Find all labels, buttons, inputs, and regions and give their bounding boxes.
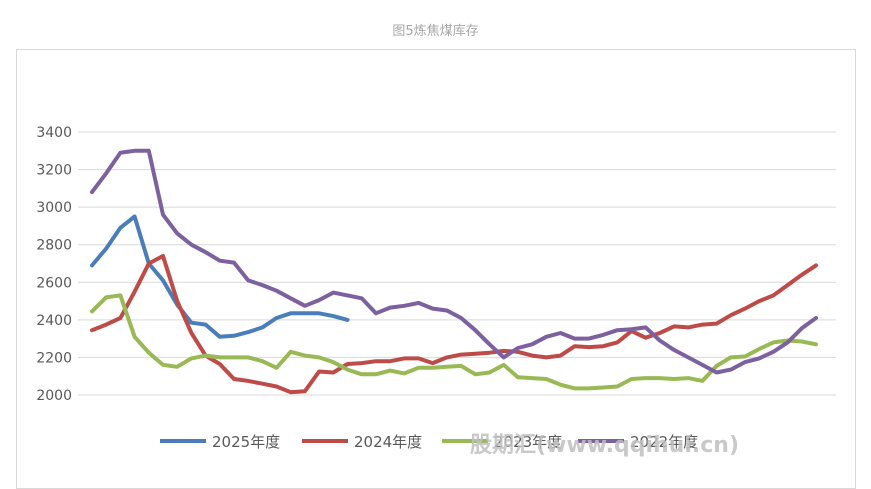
y-tick-label: 3400	[36, 125, 72, 141]
y-tick-label: 2200	[36, 350, 72, 366]
y-tick-label: 3200	[36, 163, 72, 179]
legend-label-1: 2024年度	[354, 433, 422, 451]
series-lines	[90, 148, 818, 395]
y-tick-label: 2400	[36, 313, 72, 329]
series-line-2	[90, 293, 818, 391]
watermark-text: 股期汇(www.qqihui.cn)	[470, 433, 739, 458]
y-tick-label: 2800	[36, 238, 72, 254]
y-tick-label: 2600	[36, 275, 72, 291]
y-axis-ticks: 2000 2200 2400 2600 2800 3000 3200 3400	[36, 125, 72, 404]
legend-label-0: 2025年度	[212, 433, 280, 451]
series-line-1	[90, 254, 818, 395]
legend-label-2: 2023年度	[494, 433, 562, 451]
series-line-3	[90, 148, 818, 375]
series-line-0	[90, 214, 350, 339]
chart-title: 图5炼焦煤库存	[392, 24, 479, 39]
y-tick-label: 2000	[36, 388, 72, 404]
legend: 2025年度 2024年度 2023年度 2022年度	[160, 433, 698, 451]
gridlines	[78, 131, 836, 396]
legend-label-3: 2022年度	[630, 433, 698, 451]
y-tick-label: 3000	[36, 200, 72, 216]
